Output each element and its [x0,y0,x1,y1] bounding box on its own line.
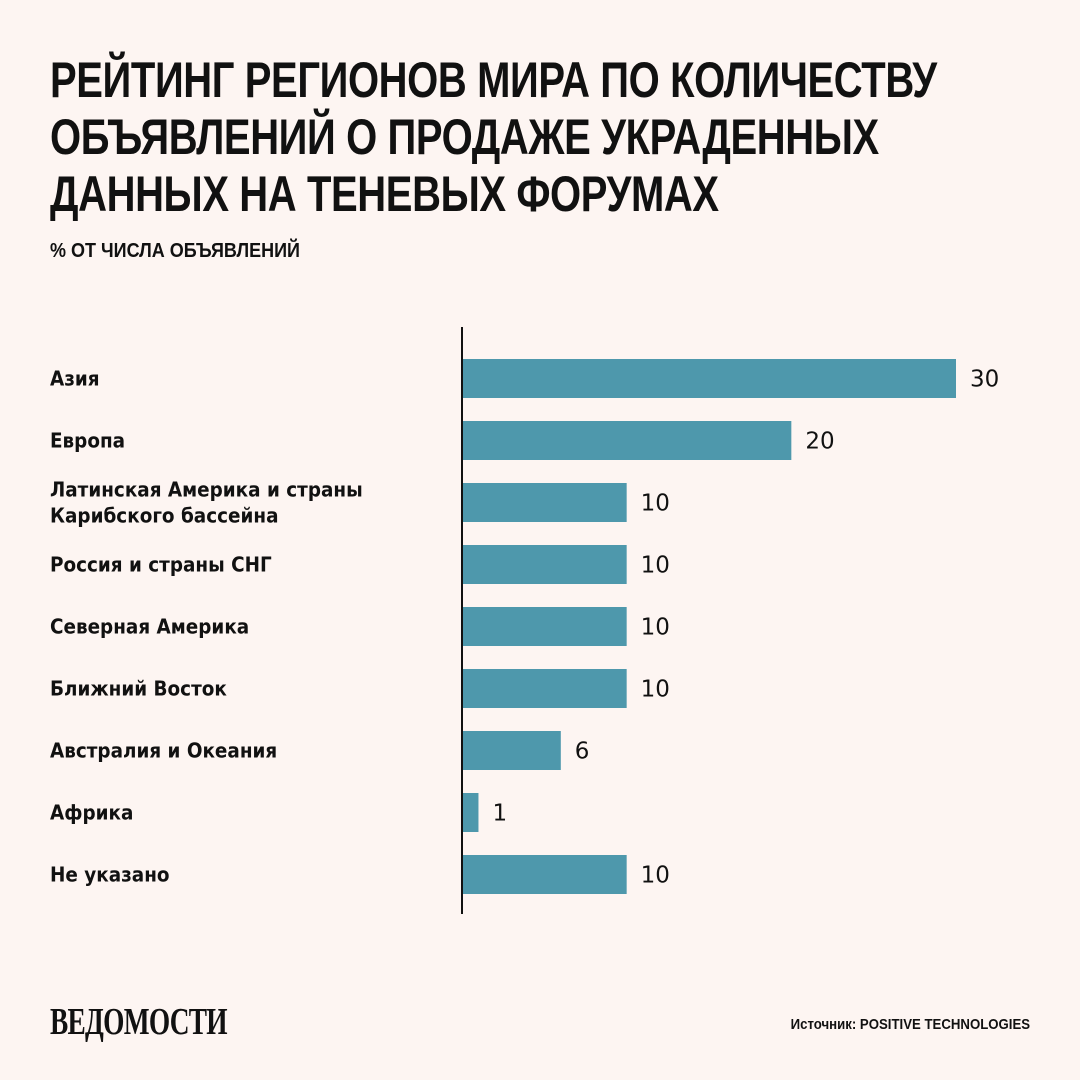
category-label: Африка [50,801,133,825]
bar [462,855,627,894]
category-label-line: Не указано [50,863,170,887]
category-label-line: Северная Америка [50,615,249,639]
value-label: 10 [641,491,670,517]
category-label-line: Латинская Америка и страны [50,478,363,502]
category-label: Латинская Америка и страны Карибского бас… [50,478,363,528]
vedomosti-logo: ВЕДОМОСТИ [50,1001,228,1043]
bar [462,731,561,770]
bar [462,421,792,460]
bar [462,793,479,832]
category-label-line: Карибского бассейна [50,504,278,528]
category-label-line: Австралия и Океания [50,739,277,763]
source-note: Источник: POSITIVE TECHNOLOGIES [790,1016,1030,1033]
category-label-line: Ближний Восток [50,677,227,701]
category-label: Азия [50,367,100,391]
value-label: 10 [641,863,670,889]
bar [462,545,627,584]
chart-subtitle: % ОТ ЧИСЛА ОБЪЯВЛЕНИЙ [50,240,300,262]
category-label: Россия и страны СНГ [50,553,272,577]
bar [462,669,627,708]
value-label: 6 [575,739,590,765]
value-label: 30 [970,367,999,393]
category-label-line: Азия [50,367,100,391]
title-line: ДАННЫХ НА ТЕНЕВЫХ ФОРУМАХ [50,166,719,222]
value-label: 20 [805,429,834,455]
category-label: Северная Америка [50,615,249,639]
bar [462,483,627,522]
bar [462,359,956,398]
value-label: 1 [492,801,507,827]
value-label: 10 [641,615,670,641]
category-label-line: Африка [50,801,133,825]
title-line: ОБЪЯВЛЕНИЙ О ПРОДАЖЕ УКРАДЕННЫХ [50,109,879,165]
chart-title: РЕЙТИНГ РЕГИОНОВ МИРА ПО КОЛИЧЕСТВУ ОБЪЯ… [50,52,1080,223]
value-label: 10 [641,677,670,703]
value-label: 10 [641,553,670,579]
category-label-line: Европа [50,429,125,453]
category-label: Ближний Восток [50,677,227,701]
category-label: Европа [50,429,125,453]
category-label-line: Россия и страны СНГ [50,553,272,577]
title-line: РЕЙТИНГ РЕГИОНОВ МИРА ПО КОЛИЧЕСТВУ [50,52,937,108]
category-label: Австралия и Океания [50,739,277,763]
category-label: Не указано [50,863,170,887]
bar [462,607,627,646]
